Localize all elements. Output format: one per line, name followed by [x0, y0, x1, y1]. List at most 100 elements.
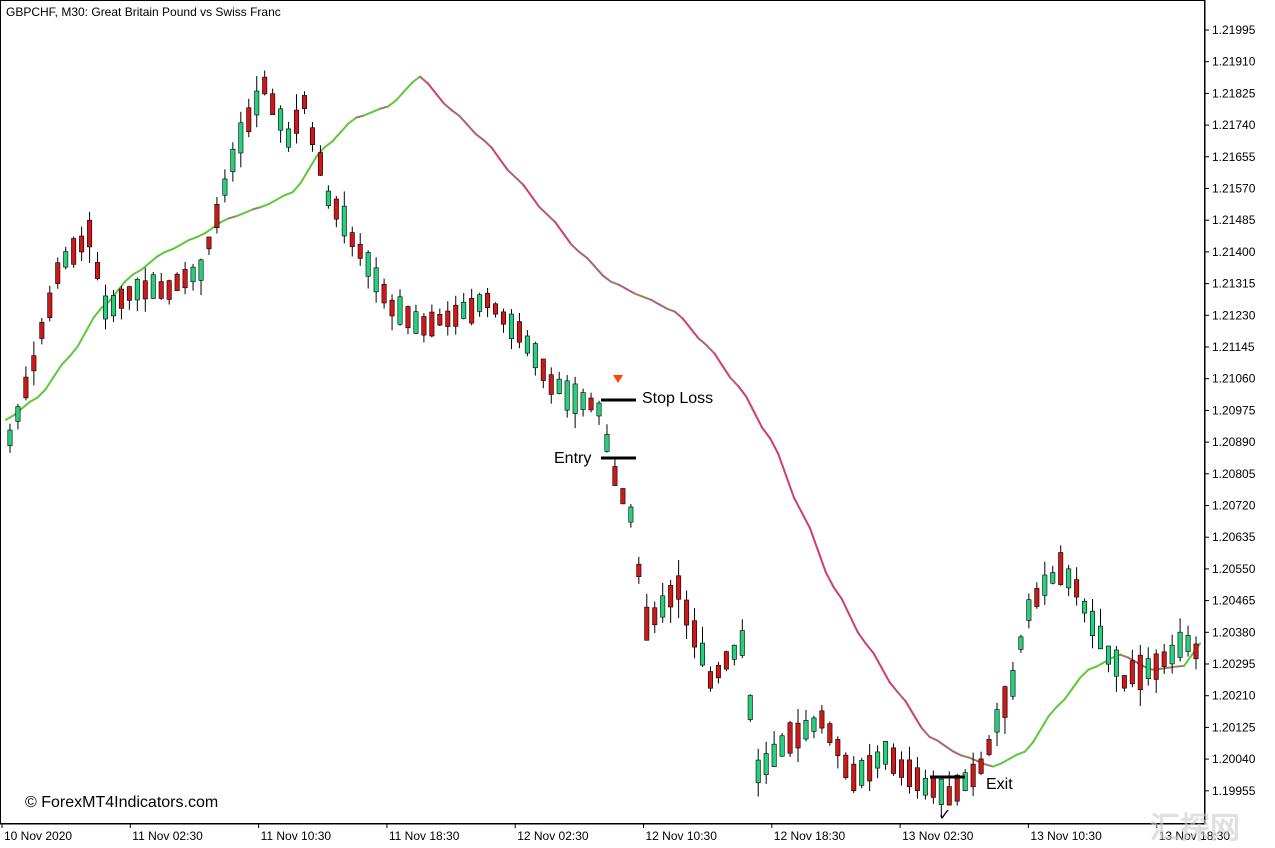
ma-segment [482, 139, 493, 149]
ma-segment [1015, 750, 1026, 756]
candle-body [469, 297, 475, 324]
price-tick-label: 1.20125 [1212, 720, 1256, 734]
candle-body [429, 311, 435, 337]
ma-segment [896, 690, 907, 703]
ma-segment [824, 571, 835, 589]
candle-body [1137, 654, 1143, 691]
ma-segment [769, 437, 780, 455]
candle-body [190, 266, 196, 283]
ma-segment [196, 232, 206, 238]
ma-segment [172, 243, 183, 250]
candle-body [421, 316, 427, 336]
candle-body [278, 108, 284, 131]
candle-body [779, 735, 785, 757]
candle-body [333, 198, 339, 220]
candle-body [1121, 675, 1127, 689]
ma-segment [840, 597, 851, 617]
ma-segment [920, 726, 931, 738]
price-tick-label: 1.20550 [1212, 562, 1256, 576]
candle-body [516, 321, 522, 343]
candle-body [230, 148, 236, 173]
ma-segment [243, 208, 254, 214]
candle-body [906, 759, 912, 788]
ma-segment [395, 90, 405, 102]
ma-segment [609, 280, 620, 286]
price-tick-label: 1.21655 [1212, 150, 1256, 164]
candle-body [835, 739, 841, 757]
candle-body [302, 95, 307, 110]
ma-segment [498, 157, 509, 171]
candle-body [867, 755, 873, 782]
price-axis: 1.21995 1.21910 1.21825 1.21740 1.21655 1.215… [1205, 23, 1256, 798]
ma-segment [418, 75, 429, 85]
candle-body [1082, 600, 1088, 614]
time-tick-label: 12 Nov 18:30 [774, 829, 846, 843]
ma-segment [259, 203, 270, 209]
candle-body [405, 306, 411, 329]
candle-body [437, 314, 443, 326]
price-tick-label: 1.20040 [1212, 752, 1256, 766]
candle-body [938, 778, 944, 806]
ma-segment [84, 316, 95, 334]
candle-body [317, 152, 323, 176]
copyright-text: © ForexMT4Indicators.com [25, 794, 218, 811]
candle-body [859, 760, 865, 786]
candle-body [238, 122, 244, 154]
candle-body [501, 311, 506, 325]
ma-segment [713, 352, 724, 367]
ma-segment [339, 122, 350, 134]
ma-segment [689, 327, 700, 340]
candle-body [206, 236, 212, 250]
ma-segment [960, 754, 971, 759]
candle-body [461, 301, 467, 319]
ma-segment [753, 411, 764, 429]
candle-body [994, 709, 1000, 733]
ma-segment [219, 217, 230, 224]
candle-body [676, 575, 682, 600]
candle-body [612, 466, 618, 486]
candle-body [222, 178, 228, 196]
ma-segment [148, 255, 159, 265]
candle-body [596, 402, 602, 417]
candle-body [198, 259, 204, 281]
exit-label: Exit [986, 776, 1013, 793]
ma-segment [490, 146, 501, 160]
ma-segment [570, 243, 581, 253]
candle-body [532, 343, 538, 369]
candle-body [962, 772, 968, 791]
ma-segment [44, 375, 55, 391]
ma-segment [371, 107, 382, 114]
ma-segment [275, 194, 286, 201]
price-tick-label: 1.20465 [1212, 594, 1256, 608]
time-tick-label: 13 Nov 10:30 [1030, 829, 1102, 843]
time-tick-label: 11 Nov 02:30 [132, 829, 203, 843]
ma-segment [522, 183, 533, 197]
ma-segment [880, 666, 891, 684]
candle-body [1050, 572, 1056, 584]
ma-segment [1031, 728, 1042, 744]
candle-body [39, 322, 45, 339]
candle-body [47, 292, 53, 318]
candle-body [1105, 645, 1111, 665]
price-tick-label: 1.21570 [1212, 182, 1256, 196]
ma-segment [936, 739, 947, 748]
candle-body [715, 664, 721, 679]
ma-segment [458, 115, 469, 127]
candle-body [819, 710, 825, 729]
candle-body [79, 235, 85, 253]
candle-body [827, 723, 833, 743]
candle-body [254, 90, 260, 116]
ma-segment [737, 385, 748, 398]
ma-segment [625, 288, 636, 295]
price-tick-label: 1.21400 [1212, 245, 1256, 259]
candle-body [899, 759, 904, 778]
candle-body [31, 355, 37, 372]
ma-segment [379, 105, 390, 110]
ma-segment [1039, 714, 1050, 731]
ma-segment [546, 213, 557, 224]
candle-body [684, 599, 690, 626]
price-tick-label: 1.21825 [1212, 86, 1256, 100]
ma-segment [697, 337, 708, 347]
ma-segment [164, 247, 175, 253]
